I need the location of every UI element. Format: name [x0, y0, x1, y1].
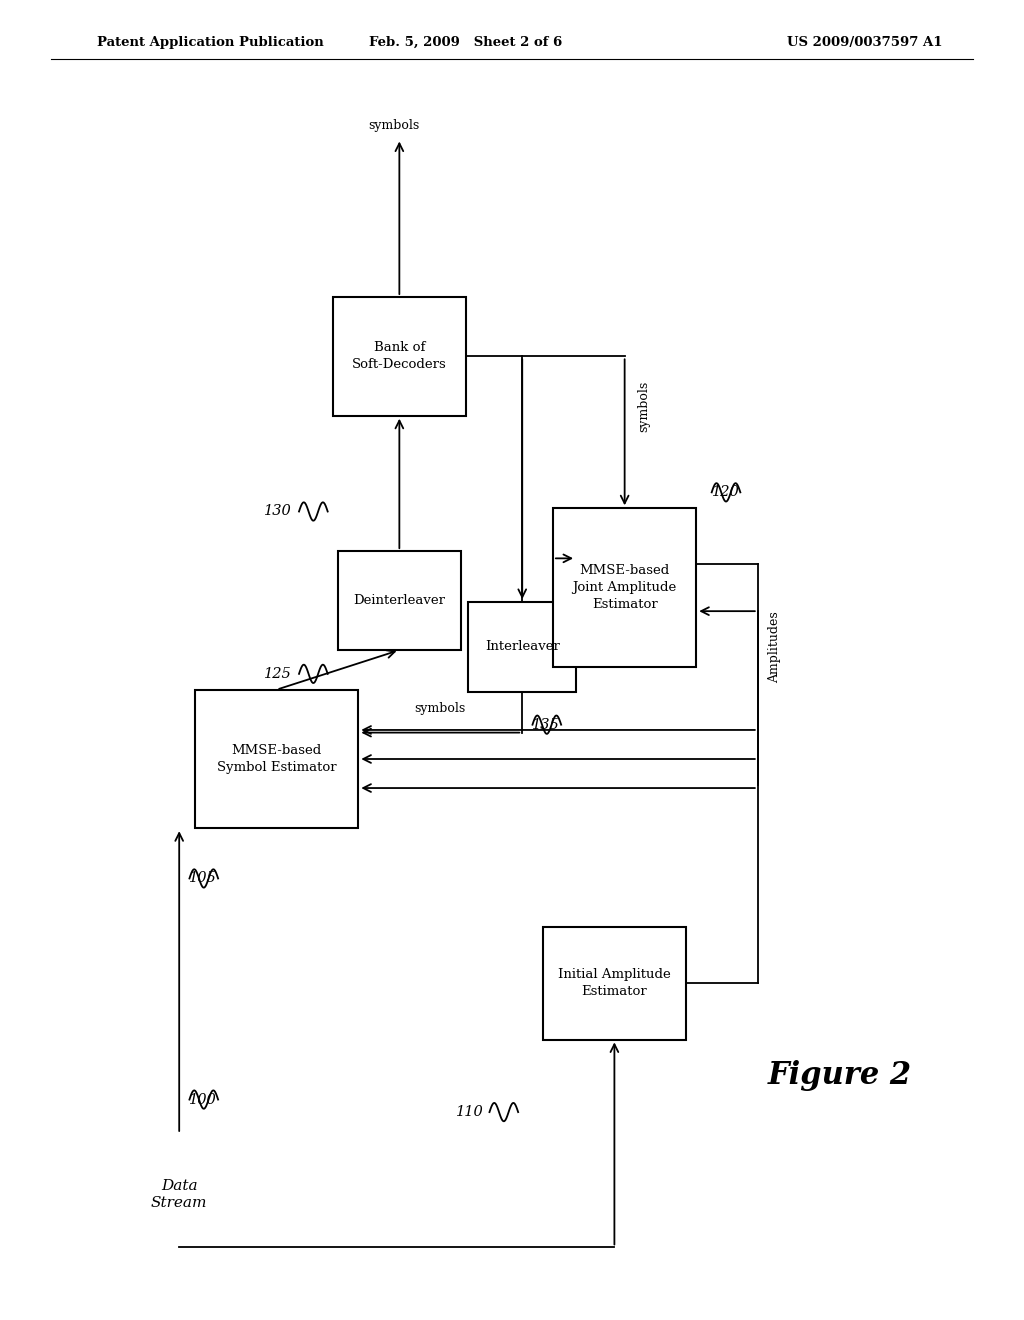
- Text: MMSE-based
Joint Amplitude
Estimator: MMSE-based Joint Amplitude Estimator: [572, 564, 677, 611]
- Text: 125: 125: [264, 667, 292, 681]
- Bar: [469, 602, 575, 692]
- Bar: [553, 508, 696, 667]
- Text: 135: 135: [532, 718, 560, 731]
- Bar: [333, 297, 466, 416]
- Bar: [543, 927, 686, 1040]
- Text: symbols: symbols: [369, 119, 420, 132]
- Text: 105: 105: [189, 871, 217, 886]
- Text: Deinterleaver: Deinterleaver: [353, 594, 445, 607]
- Text: Bank of
Soft-Decoders: Bank of Soft-Decoders: [352, 342, 446, 371]
- Text: Figure 2: Figure 2: [768, 1060, 911, 1092]
- Text: Feb. 5, 2009   Sheet 2 of 6: Feb. 5, 2009 Sheet 2 of 6: [370, 36, 562, 49]
- Text: Data
Stream: Data Stream: [151, 1180, 208, 1209]
- Text: 100: 100: [189, 1093, 217, 1106]
- Text: MMSE-based
Symbol Estimator: MMSE-based Symbol Estimator: [217, 744, 336, 774]
- Text: 130: 130: [264, 504, 292, 519]
- Text: Amplitudes: Amplitudes: [768, 611, 781, 682]
- Bar: [195, 689, 358, 829]
- Text: Interleaver: Interleaver: [484, 640, 560, 653]
- Text: 120: 120: [712, 486, 739, 499]
- Text: symbols: symbols: [637, 380, 650, 432]
- Text: 110: 110: [456, 1105, 483, 1119]
- Text: symbols: symbols: [415, 702, 466, 715]
- Text: Patent Application Publication: Patent Application Publication: [97, 36, 324, 49]
- Text: US 2009/0037597 A1: US 2009/0037597 A1: [786, 36, 942, 49]
- Text: Initial Amplitude
Estimator: Initial Amplitude Estimator: [558, 969, 671, 998]
- Bar: [338, 552, 461, 649]
